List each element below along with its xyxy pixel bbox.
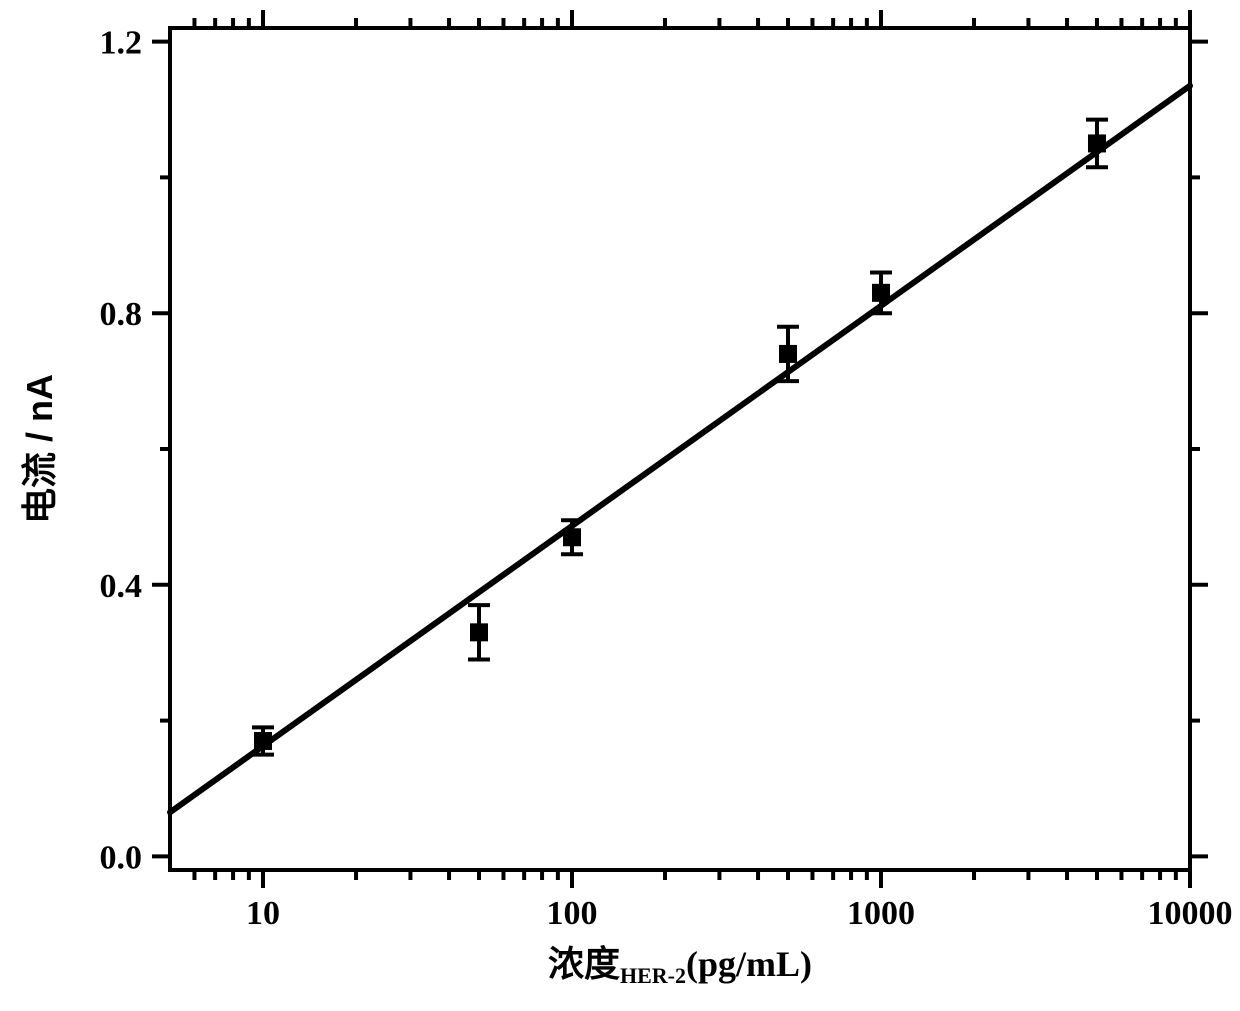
svg-text:电流 / nA: 电流 / nA [19,374,60,524]
chart-container: 10 100 1000 10000 0.0 0.4 0.8 1.2 浓度HER-2(pg/mL)… [0,0,1240,1006]
svg-text:100: 100 [547,895,598,932]
svg-text:10: 10 [246,895,280,932]
svg-text:0.8: 0.8 [100,296,143,333]
svg-text:0.4: 0.4 [100,568,143,605]
chart-svg: 10 100 1000 10000 0.0 0.4 0.8 1.2 浓度HER-2(pg/mL)… [0,0,1240,1006]
svg-text:1.2: 1.2 [100,25,143,62]
svg-text:1000: 1000 [847,895,915,932]
svg-text:10000: 10000 [1148,895,1233,932]
svg-text:浓度HER-2(pg/mL): 浓度HER-2(pg/mL) [548,943,812,988]
svg-text:0.0: 0.0 [100,839,143,876]
